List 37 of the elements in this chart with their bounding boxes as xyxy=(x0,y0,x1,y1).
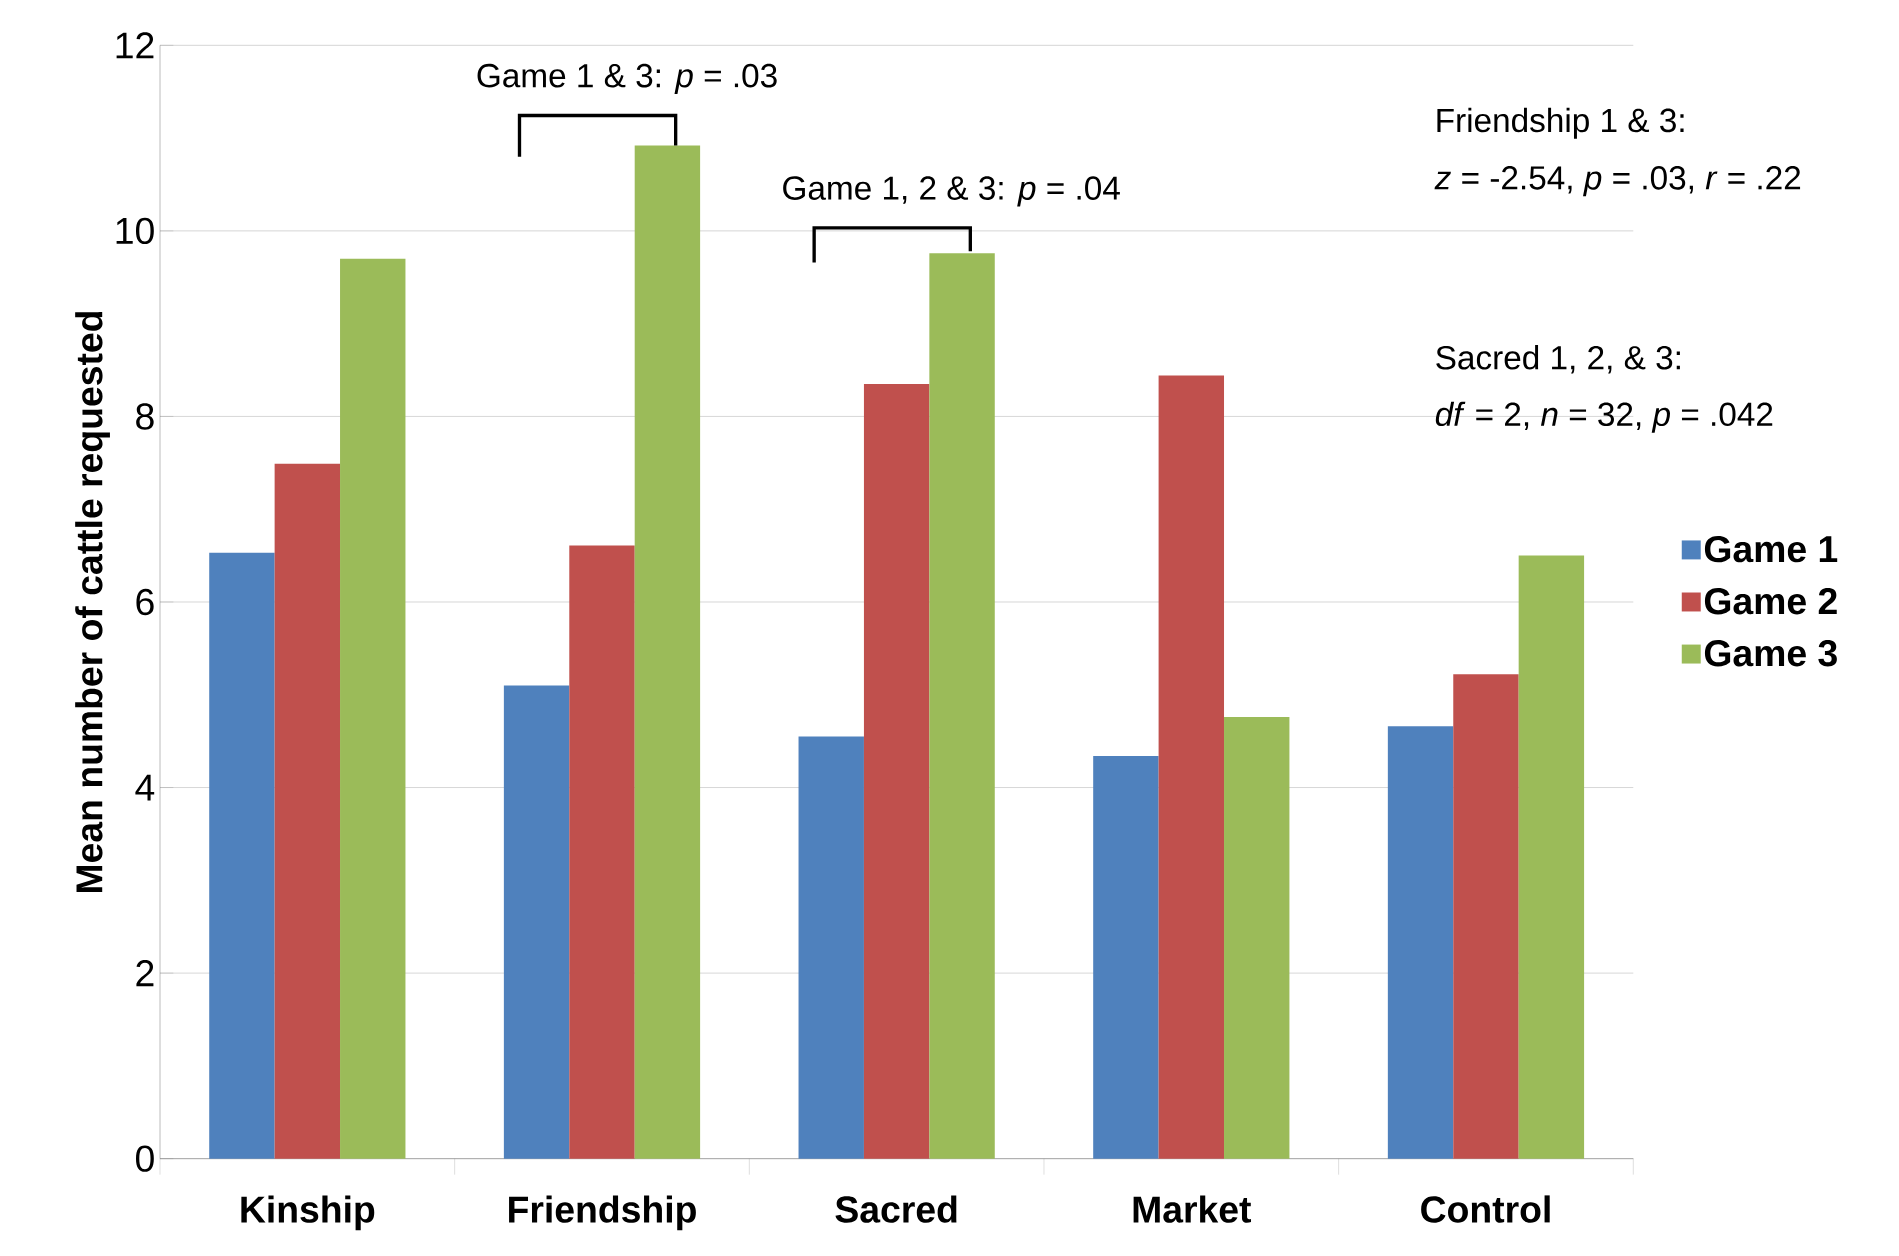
bar xyxy=(1158,375,1225,1159)
legend-label: Game 1 xyxy=(1704,535,1838,563)
y-tick-label: 12 xyxy=(116,32,154,59)
x-tick-label: Friendship xyxy=(509,1195,696,1231)
annotation: Sacred 1, 2, & 3: xyxy=(1436,345,1680,374)
bar xyxy=(209,552,275,1159)
bar xyxy=(863,383,930,1159)
bar xyxy=(340,258,406,1159)
bar xyxy=(634,145,701,1159)
bar xyxy=(503,685,570,1159)
bar xyxy=(1453,674,1519,1159)
x-tick-label: Kinship xyxy=(241,1195,375,1231)
bar xyxy=(1224,717,1290,1159)
y-tick-label: 0 xyxy=(136,1145,154,1172)
x-tick-label: Sacred xyxy=(835,1195,957,1223)
legend-label: Game 2 xyxy=(1704,587,1837,615)
annotation: z = -2.54, p = .03, r = .22 xyxy=(1434,166,1801,197)
bar xyxy=(1387,726,1454,1159)
bar xyxy=(929,253,995,1159)
bar xyxy=(1518,555,1585,1159)
x-tick-label: Control xyxy=(1421,1195,1550,1223)
x-tick-label: Market xyxy=(1133,1195,1252,1223)
y-tick-label: 2 xyxy=(136,960,154,987)
bar xyxy=(274,463,341,1159)
y-tick-label: 4 xyxy=(135,774,155,801)
annotation: Game 1 & 3: p = .03 xyxy=(477,63,777,95)
y-tick-label: 6 xyxy=(136,588,154,616)
y-tick-label: 10 xyxy=(116,217,154,245)
annotation: Friendship 1 & 3: xyxy=(1437,107,1684,139)
bar xyxy=(798,736,864,1159)
y-tick-label: 8 xyxy=(136,403,154,430)
bar xyxy=(1093,756,1159,1159)
annotation: df = 2, n = 32, p = .042 xyxy=(1435,401,1773,433)
annotation: Game 1, 2 & 3: p = .04 xyxy=(783,176,1120,207)
legend-label: Game 3 xyxy=(1704,640,1837,667)
y-axis-title: Mean number of cattle requested xyxy=(75,311,110,892)
bar xyxy=(569,545,635,1159)
